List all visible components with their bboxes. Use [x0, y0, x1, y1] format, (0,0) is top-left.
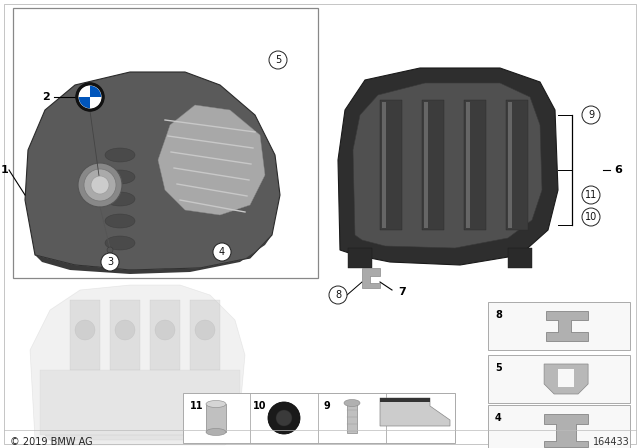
Circle shape: [84, 169, 116, 201]
Text: 5: 5: [275, 55, 281, 65]
Text: 7: 7: [398, 287, 406, 297]
Bar: [466, 102, 470, 228]
Polygon shape: [544, 414, 588, 447]
Text: 10: 10: [585, 212, 597, 222]
Bar: [424, 102, 428, 228]
Circle shape: [582, 208, 600, 226]
Bar: [464, 100, 486, 230]
Ellipse shape: [105, 214, 135, 228]
Bar: [380, 398, 430, 402]
Bar: [190, 300, 220, 370]
Polygon shape: [35, 235, 272, 274]
Circle shape: [155, 320, 175, 340]
Circle shape: [269, 51, 287, 69]
Text: 9: 9: [588, 110, 594, 120]
Circle shape: [107, 247, 113, 253]
Text: 10: 10: [253, 401, 266, 411]
Ellipse shape: [105, 192, 135, 206]
Bar: [348, 248, 372, 268]
Bar: [347, 403, 357, 433]
Bar: [150, 300, 180, 370]
Text: 6: 6: [614, 165, 622, 175]
Ellipse shape: [105, 170, 135, 184]
Bar: [40, 370, 240, 435]
Text: 3: 3: [107, 257, 113, 267]
Bar: [110, 300, 140, 370]
Circle shape: [79, 86, 102, 108]
Text: © 2019 BMW AG: © 2019 BMW AG: [10, 437, 93, 447]
Bar: [558, 369, 574, 387]
Ellipse shape: [344, 400, 360, 406]
Bar: [70, 300, 100, 370]
Text: 8: 8: [335, 290, 341, 300]
Text: 4: 4: [219, 247, 225, 257]
Circle shape: [213, 243, 231, 261]
Text: 11: 11: [585, 190, 597, 200]
Wedge shape: [79, 86, 90, 97]
Circle shape: [78, 163, 122, 207]
Circle shape: [115, 320, 135, 340]
Circle shape: [91, 176, 109, 194]
Bar: [488, 405, 630, 448]
Ellipse shape: [105, 236, 135, 250]
Circle shape: [75, 320, 95, 340]
Bar: [380, 100, 402, 230]
Bar: [508, 248, 532, 268]
Bar: [206, 404, 226, 432]
Polygon shape: [25, 72, 280, 270]
Bar: [183, 393, 455, 443]
Bar: [422, 100, 444, 230]
Circle shape: [76, 83, 104, 111]
Circle shape: [101, 253, 119, 271]
Text: 9: 9: [323, 401, 330, 411]
Bar: [382, 102, 386, 228]
Bar: [488, 302, 630, 350]
Wedge shape: [79, 97, 90, 108]
Circle shape: [329, 286, 347, 304]
Text: 8: 8: [495, 310, 502, 320]
Circle shape: [195, 320, 215, 340]
Bar: [13, 8, 318, 278]
Text: 1: 1: [1, 165, 9, 175]
Wedge shape: [90, 97, 101, 108]
Bar: [508, 102, 512, 228]
Ellipse shape: [206, 428, 226, 435]
Wedge shape: [90, 86, 101, 97]
Polygon shape: [158, 105, 265, 215]
Text: 4: 4: [495, 413, 502, 423]
Polygon shape: [362, 268, 380, 288]
Bar: [488, 355, 630, 403]
Text: 11: 11: [190, 401, 204, 411]
Polygon shape: [45, 435, 235, 445]
Polygon shape: [338, 68, 558, 265]
Circle shape: [582, 106, 600, 124]
Circle shape: [268, 402, 300, 434]
Bar: [506, 100, 528, 230]
Polygon shape: [30, 285, 245, 440]
Polygon shape: [353, 83, 542, 248]
Text: 164433: 164433: [593, 437, 630, 447]
Circle shape: [582, 186, 600, 204]
Text: 5: 5: [495, 363, 502, 373]
Polygon shape: [544, 364, 588, 394]
Polygon shape: [380, 398, 450, 426]
Text: 2: 2: [42, 92, 50, 102]
Ellipse shape: [206, 401, 226, 408]
Ellipse shape: [105, 148, 135, 162]
Polygon shape: [546, 311, 588, 341]
Circle shape: [276, 410, 292, 426]
